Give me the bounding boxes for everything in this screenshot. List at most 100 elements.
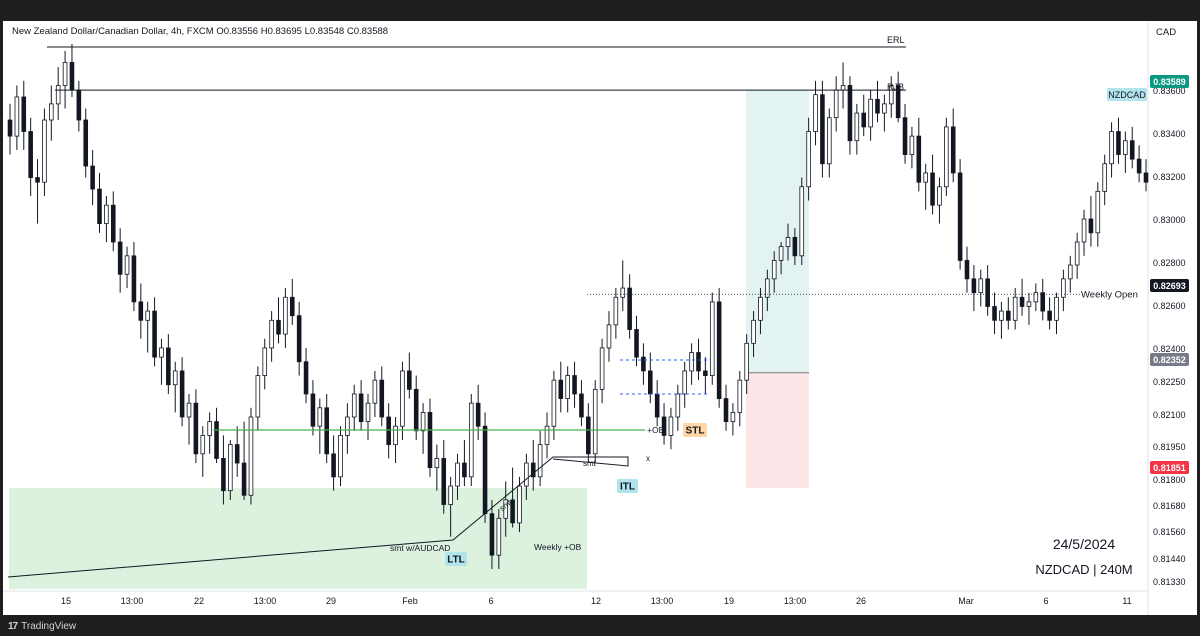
candle bbox=[386, 403, 391, 459]
ltl-tag-text: LTL bbox=[447, 555, 465, 566]
y-tick-label: 0.82100 bbox=[1153, 410, 1186, 420]
y-tick-label: 0.82400 bbox=[1153, 344, 1186, 354]
candle-body bbox=[482, 425, 488, 515]
candle bbox=[827, 108, 832, 178]
plot-area[interactable]: ERL RJB Weekly Open +OB smt smt smt w/AUDCAD We… bbox=[3, 21, 1197, 615]
candle-body bbox=[985, 278, 990, 307]
x-tick-label: 6 bbox=[488, 596, 493, 606]
candle-body bbox=[558, 379, 564, 399]
candle bbox=[950, 108, 956, 183]
candle bbox=[241, 421, 247, 500]
candle bbox=[462, 440, 467, 487]
candle bbox=[875, 80, 880, 123]
y-tick-label: 0.82250 bbox=[1153, 377, 1186, 387]
candle bbox=[1006, 297, 1011, 330]
candle bbox=[944, 117, 949, 196]
candle bbox=[138, 283, 144, 339]
candle bbox=[723, 384, 729, 431]
candle bbox=[868, 90, 873, 141]
price-tag-position-entry: 0.82352 bbox=[1150, 353, 1189, 366]
x-tick-label: 13:00 bbox=[254, 596, 277, 606]
candle bbox=[689, 343, 694, 385]
candle-body bbox=[1040, 292, 1046, 312]
candle bbox=[992, 292, 997, 335]
candle-body bbox=[241, 462, 247, 496]
candle bbox=[923, 163, 928, 210]
x-tick-label: 26 bbox=[856, 596, 866, 606]
candle-body bbox=[888, 85, 894, 105]
watermark-date: 24/5/2024 bbox=[1053, 536, 1115, 552]
currency-label[interactable]: CAD bbox=[1156, 27, 1177, 38]
smt-audcad-label: smt w/AUDCAD bbox=[390, 543, 450, 553]
candle bbox=[930, 154, 935, 215]
candle bbox=[778, 242, 784, 275]
candle bbox=[131, 242, 137, 312]
candle-body bbox=[214, 421, 219, 459]
candle-body bbox=[462, 462, 467, 478]
candle bbox=[820, 80, 825, 178]
candle-body bbox=[42, 119, 47, 183]
candle-body bbox=[248, 416, 254, 496]
candle bbox=[331, 435, 336, 491]
candle-body bbox=[76, 89, 82, 121]
candle-body bbox=[496, 517, 502, 556]
candle-body bbox=[902, 117, 908, 155]
candle bbox=[97, 172, 102, 233]
candle bbox=[813, 80, 818, 146]
candle bbox=[365, 393, 371, 441]
x-tick-label: 13:00 bbox=[121, 596, 144, 606]
candle-body bbox=[455, 462, 460, 487]
candle bbox=[861, 94, 867, 137]
candle bbox=[262, 338, 268, 390]
tradingview-footer[interactable]: 17 TradingView bbox=[8, 617, 76, 635]
smt-lines bbox=[7, 456, 629, 578]
candle bbox=[345, 403, 350, 454]
candle bbox=[420, 403, 426, 454]
symbol-name: New Zealand Dollar/Canadian Dollar, 4h, … bbox=[12, 26, 214, 37]
candle-body bbox=[400, 370, 405, 427]
candle-body bbox=[916, 135, 922, 183]
candle-body bbox=[696, 352, 701, 372]
candle bbox=[42, 108, 47, 196]
candle-body bbox=[28, 131, 33, 178]
candle-body bbox=[861, 112, 867, 128]
candle bbox=[289, 278, 295, 325]
candle-body bbox=[634, 329, 639, 358]
candle-body bbox=[586, 416, 591, 455]
candle-body bbox=[351, 393, 357, 418]
candle-body bbox=[675, 393, 681, 418]
candle bbox=[248, 407, 254, 505]
candle bbox=[1033, 283, 1039, 312]
candle-body bbox=[489, 513, 495, 556]
candle-body bbox=[1143, 172, 1149, 183]
x-tick-label: 19 bbox=[724, 596, 734, 606]
candle bbox=[758, 288, 763, 335]
candle-body bbox=[806, 131, 811, 188]
candle-body bbox=[992, 306, 997, 321]
candle-body bbox=[537, 444, 543, 478]
candle-body bbox=[524, 462, 529, 487]
candle-body bbox=[840, 85, 846, 91]
candle bbox=[145, 301, 150, 353]
itl-tag: ITL bbox=[617, 479, 638, 493]
candle-body bbox=[62, 62, 68, 86]
candle-body bbox=[1033, 292, 1039, 303]
itl-tag-text: ITL bbox=[620, 482, 635, 493]
candle-body bbox=[427, 411, 433, 469]
candle bbox=[765, 269, 770, 312]
candle bbox=[592, 380, 598, 464]
candle-body bbox=[813, 94, 818, 132]
candle bbox=[324, 393, 329, 464]
candle-body bbox=[207, 421, 212, 436]
candle-body bbox=[544, 425, 550, 446]
candle-body bbox=[35, 177, 40, 183]
candle bbox=[1026, 292, 1032, 325]
symbol-header: New Zealand Dollar/Canadian Dollar, 4h, … bbox=[12, 26, 388, 37]
candle-body bbox=[269, 319, 274, 349]
candle bbox=[854, 103, 860, 155]
candle bbox=[833, 76, 839, 132]
candle bbox=[572, 361, 577, 408]
candle-body bbox=[310, 393, 316, 427]
